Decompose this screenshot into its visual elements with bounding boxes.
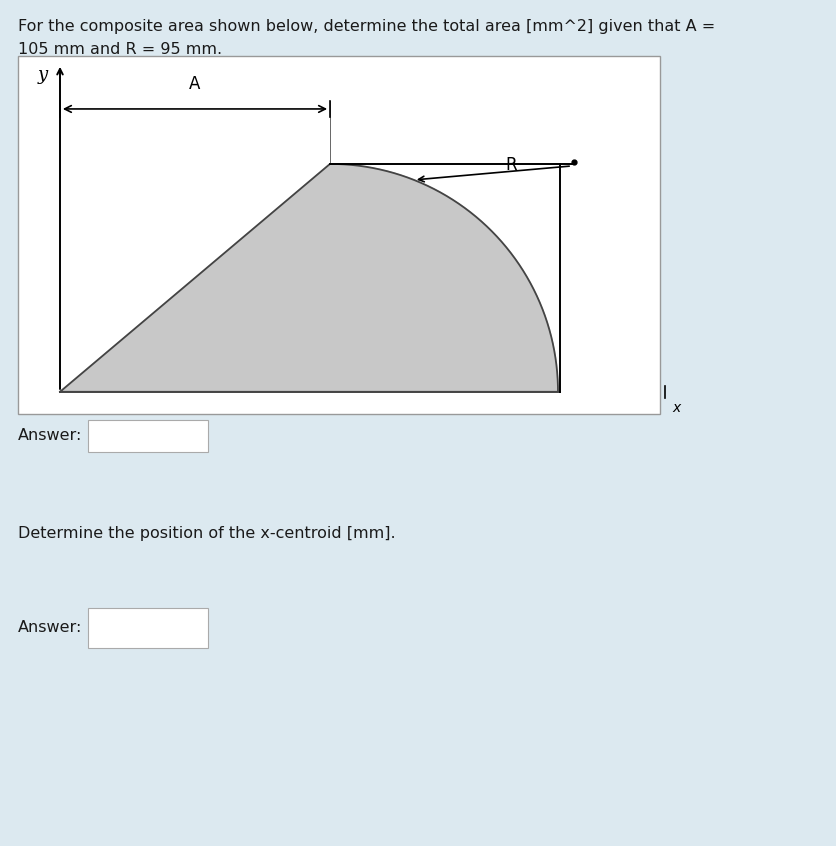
Bar: [88, 608, 208, 648]
Text: y: y: [38, 66, 48, 84]
Bar: [88, 420, 208, 452]
Text: x: x: [671, 401, 680, 415]
Text: A: A: [189, 75, 201, 93]
Text: Answer:: Answer:: [18, 428, 82, 443]
Text: 105 mm and R = 95 mm.: 105 mm and R = 95 mm.: [18, 42, 222, 57]
Text: Determine the position of the x-centroid [mm].: Determine the position of the x-centroid…: [18, 526, 395, 541]
Text: For the composite area shown below, determine the total area [mm^2] given that A: For the composite area shown below, dete…: [18, 19, 715, 34]
Text: R: R: [505, 156, 516, 174]
Bar: [18, 56, 660, 414]
Polygon shape: [60, 164, 558, 392]
Text: Answer:: Answer:: [18, 620, 82, 635]
